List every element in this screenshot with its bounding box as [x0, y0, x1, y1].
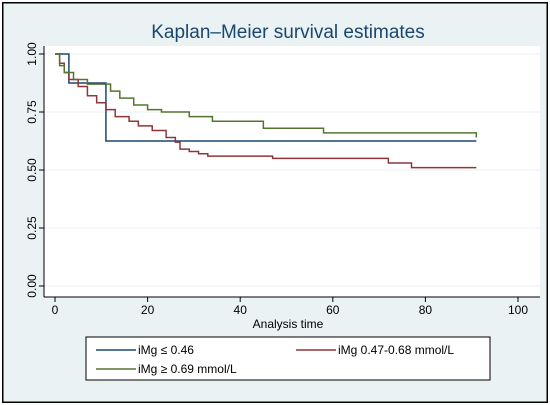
x-tick-label-5: 100: [508, 303, 528, 317]
legend-label-1: iMg 0.47-0.68 mmol/L: [338, 343, 454, 357]
plot-area: [44, 46, 540, 297]
legend-label-0: iMg ≤ 0.46: [138, 343, 194, 357]
y-tick-label-1: 0.25: [25, 216, 39, 240]
axes: 0.00 0.25 0.50 0.75 1.00 0 20 40 60 80 100: [25, 42, 540, 317]
x-tick-label-4: 80: [419, 303, 433, 317]
legend: iMg ≤ 0.46 iMg 0.47-0.68 mmol/L iMg ≥ 0.69…: [85, 336, 491, 381]
y-tick-label-4: 1.00: [25, 42, 39, 66]
legend-box: [85, 336, 491, 381]
series-lines: [55, 53, 478, 169]
x-axis-label: Analysis time: [253, 317, 324, 331]
series-line-2: [55, 53, 478, 138]
x-tick-label-1: 20: [141, 303, 155, 317]
y-tick-label-2: 0.50: [25, 158, 39, 182]
y-tick-label-0: 0.00: [25, 274, 39, 298]
gridlines: [44, 53, 540, 287]
x-tick-label-3: 60: [326, 303, 340, 317]
series-line-1: [55, 53, 477, 169]
y-tick-label-3: 0.75: [25, 100, 39, 124]
legend-label-2: iMg ≥ 0.69 mmol/L: [138, 362, 237, 376]
chart-title: Kaplan–Meier survival estimates: [151, 22, 425, 43]
x-tick-label-0: 0: [52, 303, 59, 317]
x-tick-label-2: 40: [234, 303, 248, 317]
